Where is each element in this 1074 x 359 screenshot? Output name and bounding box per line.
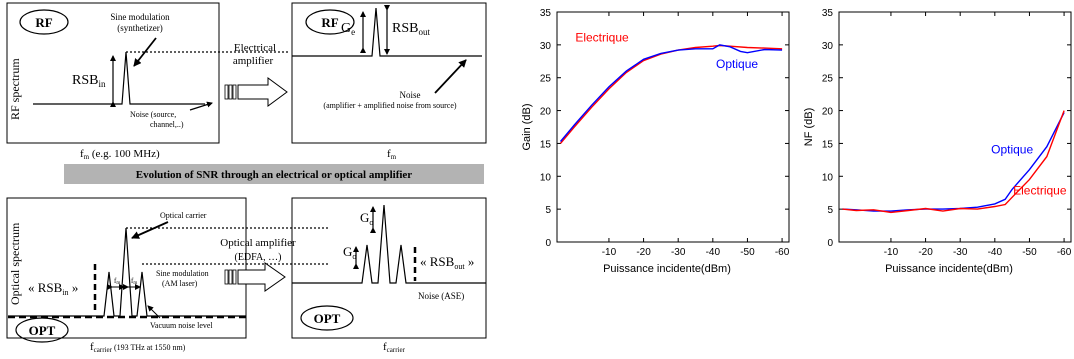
- nf-y-axis-label: NF (dB): [803, 108, 815, 147]
- sine-mod-arrow: [133, 37, 157, 67]
- nf-xtick-label: -20: [918, 247, 933, 258]
- rsb-out-opt-label: « RSBout »: [420, 254, 474, 271]
- sine-mod-sub: (synthetizer): [117, 23, 162, 33]
- optical-amp-label-2: (EDFA, …): [234, 252, 281, 263]
- opt-tag-ellipse: [15, 317, 69, 343]
- gain-xtick-label: -60: [775, 247, 790, 258]
- opt-tag-out: OPT: [314, 311, 341, 326]
- nf-xtick-label: -50: [1022, 247, 1037, 258]
- nf-ytick-label: 25: [822, 74, 834, 85]
- fcarrier-axis-label: fcarrier (193 THz at 1550 nm): [90, 341, 186, 354]
- gain-plot-frame: [556, 11, 790, 243]
- fm-small-left: fm: [114, 277, 120, 286]
- nf-ytick-label: 20: [822, 107, 834, 118]
- rf-spectrum-label: RF spectrum: [8, 58, 22, 120]
- sine-mod-label: Sine modulation: [110, 12, 170, 22]
- gain-xtick-label: -40: [706, 247, 721, 258]
- noise-source-label: Noise (source,: [130, 110, 176, 119]
- optical-amp-arrow: [224, 262, 286, 292]
- electrical-amp-label: Electrical: [234, 42, 276, 54]
- nf-xtick-label: -60: [1057, 247, 1072, 258]
- nf-ytick-label: 0: [827, 238, 833, 249]
- sine-mod-am-sub: (AM laser): [162, 279, 198, 288]
- gain-label-electrique: Electrique: [575, 31, 629, 45]
- nf-xtick-label: -10: [884, 247, 899, 258]
- rsb-in-opt-label: « RSBin »: [28, 280, 78, 297]
- rf-input-panel: [6, 2, 220, 144]
- rf-tag-ellipse-out: [305, 9, 355, 35]
- gain-ytick-label: 35: [540, 8, 552, 19]
- gain-chart: 0 5 10 15 20 25 30 35 -10 -20 -30 -40 -50 -60 Puissanc…: [521, 8, 790, 275]
- gain-series-optique: [559, 44, 783, 142]
- nf-ytick-label: 30: [822, 41, 834, 52]
- gain-ytick-label: 30: [540, 41, 552, 52]
- gain-xtick-label: -20: [636, 247, 651, 258]
- electrical-amp-label-2: amplifier: [233, 55, 274, 67]
- fcarrier-axis-label-out: fcarrier: [383, 341, 406, 354]
- vacuum-noise-arrow: [147, 305, 161, 319]
- gain-xtick-label: -10: [602, 247, 617, 258]
- opt-spectrum-label: Optical spectrum: [8, 222, 22, 305]
- noise-amp-arrow: [434, 59, 467, 94]
- nf-series-electrique: [842, 110, 1065, 214]
- nf-ytick-label: 10: [822, 172, 834, 183]
- rf-tag: RF: [35, 15, 52, 30]
- rf-tag-ellipse: [19, 9, 69, 35]
- fm-small-right: fm: [131, 277, 137, 286]
- gain-ytick-label: 5: [545, 205, 551, 216]
- gain-y-axis-label: Gain (dB): [521, 103, 533, 150]
- banner-text: Evolution of SNR through an electrical o…: [136, 169, 413, 181]
- gain-x-axis-label: Puissance incidente(dBm): [603, 263, 731, 275]
- noise-amp-label-2: (amplifier + amplified noise from source…: [323, 101, 456, 110]
- nf-xtick-label: -30: [953, 247, 968, 258]
- nf-x-axis-label: Puissance incidente(dBm): [885, 263, 1013, 275]
- opt-input-panel: [6, 197, 247, 339]
- vacuum-noise-label: Vacuum noise level: [150, 321, 213, 330]
- optical-carrier-arrow: [131, 221, 169, 239]
- noise-amp-label: Noise: [400, 90, 421, 100]
- noise-source-arrow: [189, 101, 213, 111]
- gain-xtick-label: -50: [740, 247, 755, 258]
- noise-ase-label: Noise (ASE): [418, 291, 464, 301]
- nf-plot-frame: [838, 11, 1072, 243]
- ge-label: Ge: [341, 21, 355, 37]
- fm-axis-label-out: fm: [387, 148, 397, 161]
- gain-xtick-label: -30: [671, 247, 686, 258]
- gain-ytick-label: 15: [540, 139, 552, 150]
- nf-ytick-label: 5: [827, 205, 833, 216]
- gain-ytick-label: 25: [540, 74, 552, 85]
- opt-output-spectrum: [292, 204, 486, 284]
- opt-output-panel: [291, 197, 487, 339]
- optical-carrier-label: Optical carrier: [160, 211, 207, 220]
- rf-tag-out: RF: [321, 15, 338, 30]
- opt-tag-ellipse-out: [300, 305, 354, 331]
- opt-tag: OPT: [29, 323, 56, 338]
- gain-ytick-label: 10: [540, 172, 552, 183]
- nf-label-electrique: Electrique: [1013, 184, 1067, 198]
- nf-ytick-label: 15: [822, 139, 834, 150]
- nf-label-optique: Optique: [991, 142, 1033, 156]
- banner: [64, 164, 484, 184]
- nf-ytick-label: 35: [822, 8, 834, 19]
- gain-label-optique: Optique: [716, 57, 758, 71]
- rf-output-spectrum: [292, 7, 482, 57]
- nf-chart: 0 5 10 15 20 25 30 35 -10 -20 -30 -40 -50 -60 Puissanc…: [803, 8, 1072, 275]
- rsb-in-label: RSBin: [72, 73, 106, 89]
- gain-ytick-label: 20: [540, 107, 552, 118]
- rsb-out-label: RSBout: [392, 21, 430, 37]
- optical-amp-label: Optical amplifier: [220, 237, 296, 249]
- electrical-amp-arrow: [224, 77, 288, 107]
- go-lower-label: Go: [343, 244, 356, 261]
- noise-source-label-2: channel,..): [150, 120, 184, 129]
- gain-ytick-label: 0: [545, 238, 551, 249]
- fm-axis-label: fm (e.g. 100 MHz): [80, 148, 160, 161]
- sine-mod-am-label: Sine modulation: [156, 269, 209, 278]
- rf-output-panel: [291, 2, 487, 144]
- snr-diagram: RF RF spectrum Sine modulation (syntheti…: [6, 2, 487, 354]
- nf-xtick-label: -40: [988, 247, 1003, 258]
- go-upper-label: Go: [360, 210, 373, 227]
